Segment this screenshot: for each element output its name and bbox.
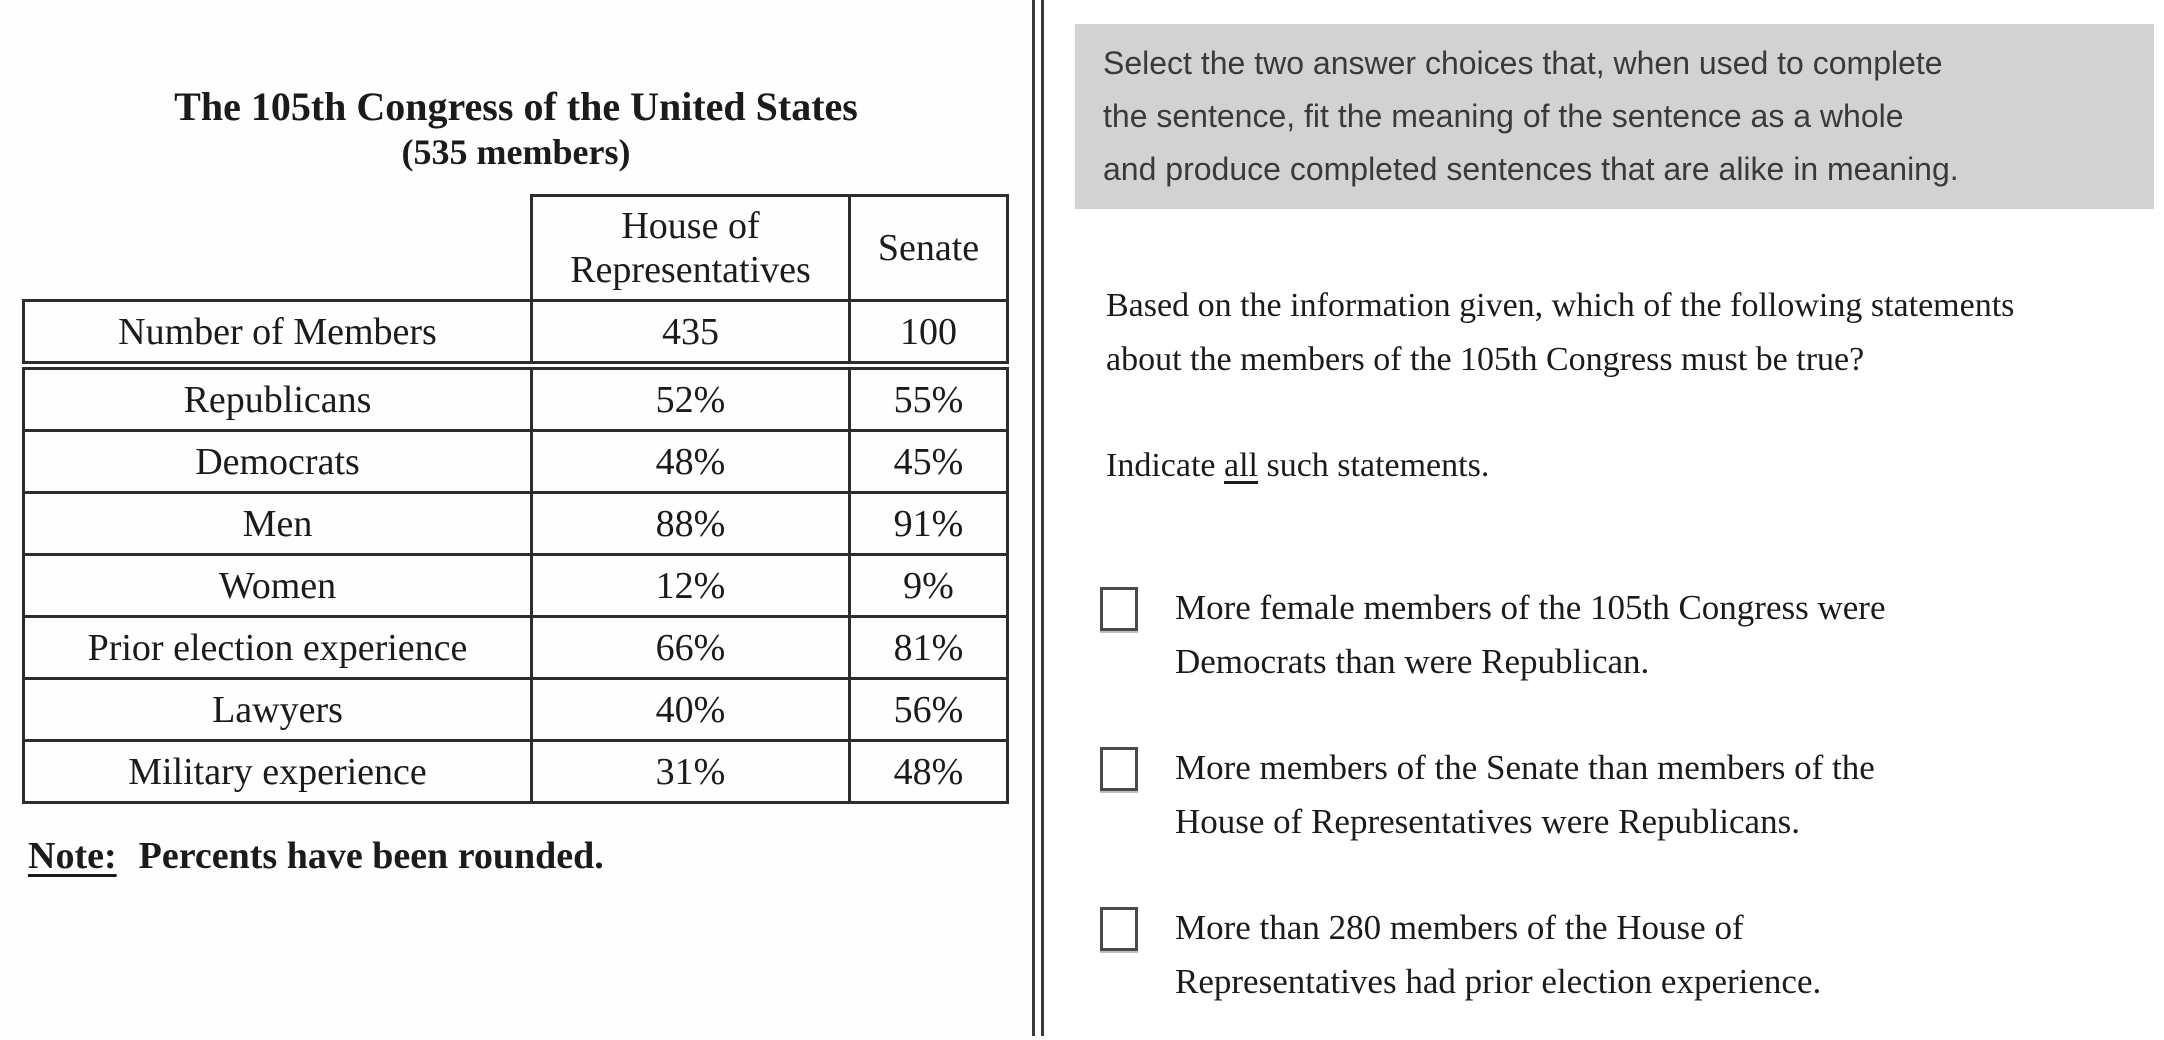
table-row: Prior election experience 66% 81% [22, 615, 1009, 680]
senate-value: 56% [848, 677, 1009, 742]
choice-text: More than 280 members of the House of Re… [1175, 901, 1821, 1009]
row-label: Number of Members [22, 299, 533, 370]
question-panel: Select the two answer choices that, when… [1044, 0, 2164, 1040]
indicate-emphasis: all [1224, 447, 1258, 484]
indicate-instruction: Indicate all such statements. [1106, 439, 2164, 493]
table-subtitle: (535 members) [401, 132, 631, 172]
choice-line: Democrats than were Republican. [1175, 642, 1650, 681]
table-note: Note: Percents have been rounded. [28, 834, 1032, 878]
house-value: 31% [530, 739, 851, 804]
senate-value: 100 [848, 299, 1009, 370]
choice-checkbox-3[interactable] [1100, 907, 1138, 951]
choice-line: House of Representatives were Republican… [1175, 802, 1800, 841]
stimulus-panel: The 105th Congress of the United States … [0, 0, 1032, 1040]
instruction-line: the sentence, fit the meaning of the sen… [1103, 98, 1904, 134]
choice-line: More members of the Senate than members … [1175, 748, 1875, 787]
row-label: Men [22, 491, 533, 556]
row-label: Lawyers [22, 677, 533, 742]
header-house: House of Representatives [530, 194, 851, 302]
header-empty-cell [24, 196, 532, 301]
table-row: Military experience 31% 48% [22, 739, 1009, 804]
row-label: Republicans [22, 364, 533, 432]
note-label: Note: [28, 835, 117, 877]
question-line: Based on the information given, which of… [1106, 287, 2015, 324]
choice-text: More female members of the 105th Congres… [1175, 581, 1885, 689]
indicate-prefix: Indicate [1106, 447, 1224, 484]
instruction-banner: Select the two answer choices that, when… [1075, 24, 2154, 209]
row-label: Democrats [22, 429, 533, 494]
row-label: Military experience [22, 739, 533, 804]
table-header-row: House of Representatives Senate [24, 194, 1009, 302]
answer-choice-3: More than 280 members of the House of Re… [1100, 901, 2164, 1009]
header-senate: Senate [848, 194, 1009, 302]
house-value: 48% [530, 429, 851, 494]
row-label: Women [22, 553, 533, 618]
choice-line: Representatives had prior election exper… [1175, 962, 1822, 1001]
table-title: The 105th Congress of the United States [174, 84, 858, 129]
table-row: Number of Members 435 100 [22, 299, 1009, 370]
question-line: about the members of the 105th Congress … [1106, 341, 1865, 378]
senate-value: 48% [848, 739, 1009, 804]
house-value: 435 [530, 299, 851, 370]
note-text: Percents have been rounded. [138, 835, 604, 877]
congress-table: House of Representatives Senate Number o… [22, 194, 1009, 804]
senate-value: 45% [848, 429, 1009, 494]
choice-line: More than 280 members of the House of [1175, 908, 1744, 947]
table-row: Democrats 48% 45% [22, 429, 1009, 494]
choice-checkbox-2[interactable] [1100, 747, 1138, 791]
answer-choices: More female members of the 105th Congres… [1044, 581, 2164, 1009]
answer-choice-1: More female members of the 105th Congres… [1100, 581, 2164, 689]
table-row: Lawyers 40% 56% [22, 677, 1009, 742]
question-text: Based on the information given, which of… [1106, 279, 2164, 387]
choice-text: More members of the Senate than members … [1175, 741, 1875, 849]
instruction-line: Select the two answer choices that, when… [1103, 45, 1943, 81]
answer-choice-2: More members of the Senate than members … [1100, 741, 2164, 849]
table-row: Republicans 52% 55% [22, 364, 1009, 432]
choice-checkbox-1[interactable] [1100, 587, 1138, 631]
house-value: 40% [530, 677, 851, 742]
senate-value: 91% [848, 491, 1009, 556]
senate-value: 9% [848, 553, 1009, 618]
row-label: Prior election experience [22, 615, 533, 680]
senate-value: 55% [848, 364, 1009, 432]
house-value: 52% [530, 364, 851, 432]
table-row: Women 12% 9% [22, 553, 1009, 618]
indicate-suffix: such statements. [1257, 447, 1490, 484]
house-value: 12% [530, 553, 851, 618]
senate-value: 81% [848, 615, 1009, 680]
table-row: Men 88% 91% [22, 491, 1009, 556]
house-value: 66% [530, 615, 851, 680]
instruction-line: and produce completed sentences that are… [1103, 151, 1959, 187]
house-value: 88% [530, 491, 851, 556]
choice-line: More female members of the 105th Congres… [1175, 588, 1886, 627]
panel-divider [1032, 0, 1044, 1036]
